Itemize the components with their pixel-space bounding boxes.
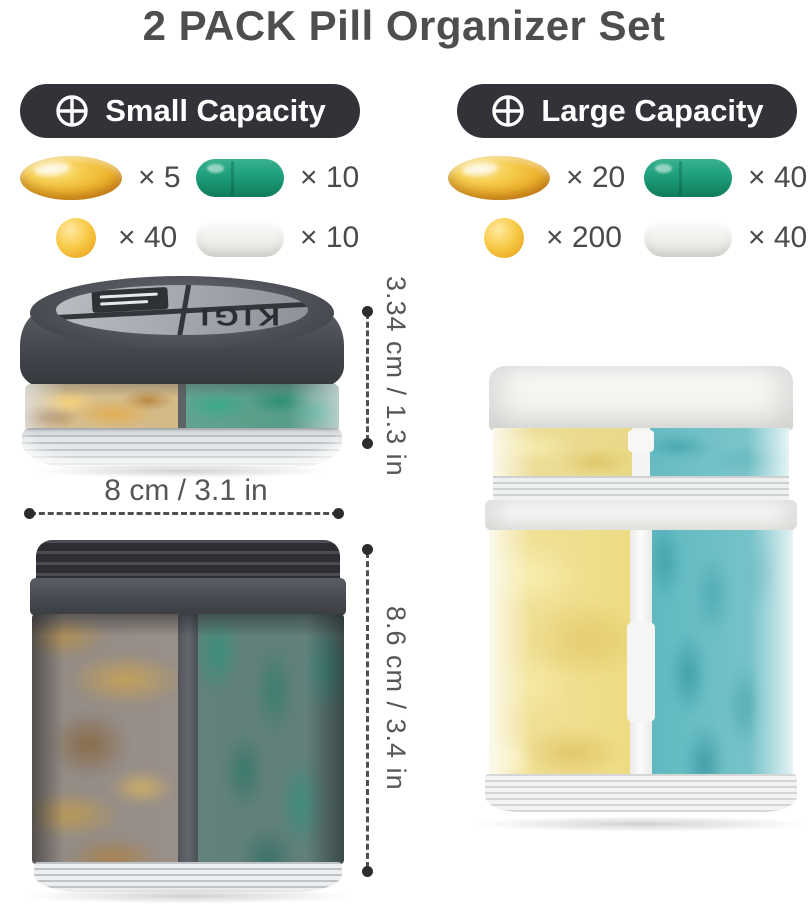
dimension-dot	[24, 508, 35, 519]
large-capacity-label: Large Capacity	[541, 93, 764, 128]
dimension-line-small-width	[30, 512, 338, 515]
small-organizer-pill-window	[25, 384, 339, 432]
small-softgel-count-row: × 5	[20, 156, 181, 200]
white-jar-ring	[485, 500, 797, 530]
large-round-pill-count-row: × 200	[484, 218, 622, 258]
drop-shadow	[22, 888, 354, 904]
small-organizer-base	[22, 428, 342, 468]
small-green-capsule-count-row: × 10	[196, 159, 359, 197]
frost-overlay	[493, 428, 789, 478]
yellow-round-pill-icon	[484, 218, 524, 258]
dark-jar-threaded-rim	[36, 540, 340, 582]
large-white-tablet-count-row: × 40	[644, 219, 807, 257]
dark-jar-base	[34, 862, 342, 892]
dimension-dot	[362, 306, 373, 317]
target-icon	[54, 93, 90, 129]
dark-jar-body	[32, 614, 344, 864]
frost-overlay	[32, 614, 344, 864]
dimension-dot	[333, 508, 344, 519]
green-capsule-pill-icon	[644, 159, 732, 197]
yellow-softgel-pill-icon	[448, 156, 550, 200]
dimension-label-small-height: 3.34 cm / 1.3 in	[381, 276, 411, 477]
white-jar-small-compartment	[493, 428, 789, 478]
dimension-line-large-height	[366, 552, 369, 868]
white-jar-main-compartment	[489, 530, 793, 776]
white-jar-threads	[493, 476, 789, 502]
white-jar-photo	[471, 366, 808, 844]
dark-jar-photo	[22, 540, 354, 906]
dimension-label-small-width: 8 cm / 3.1 in	[104, 474, 268, 507]
product-title: 2 PACK Pill Organizer Set	[142, 2, 666, 49]
small-capacity-label: Small Capacity	[105, 93, 326, 128]
count-label: × 5	[138, 161, 181, 194]
small-organizer-photo: KIGI	[20, 276, 346, 478]
dark-jar-neck-band	[30, 578, 346, 616]
drop-shadow	[32, 464, 332, 478]
count-label: × 40	[748, 221, 808, 254]
small-white-tablet-count-row: × 10	[196, 219, 359, 257]
count-label: × 40	[118, 221, 178, 254]
white-jar-base	[485, 774, 797, 812]
dimension-dot	[362, 866, 373, 877]
drop-shadow	[471, 816, 808, 832]
small-round-pill-count-row: × 40	[56, 218, 177, 258]
white-jar-lid	[489, 366, 793, 430]
green-capsule-pill-icon	[196, 159, 284, 197]
brand-text: KIGI	[195, 302, 280, 330]
frost-overlay	[489, 530, 793, 776]
dimension-label-large-height: 8.6 cm / 3.4 in	[381, 606, 411, 791]
dimension-line-small-height	[366, 313, 369, 441]
yellow-round-pill-icon	[56, 218, 96, 258]
large-capacity-badge: Large Capacity	[457, 84, 797, 138]
small-organizer-lid-top: KIGI	[30, 276, 334, 350]
count-label: × 20	[566, 161, 626, 194]
white-tablet-pill-icon	[196, 219, 284, 257]
large-green-capsule-count-row: × 40	[644, 159, 807, 197]
count-label: × 200	[546, 221, 622, 254]
dimension-dot	[362, 438, 373, 449]
lid-plate: KIGI	[56, 285, 308, 335]
count-label: × 40	[748, 161, 808, 194]
yellow-softgel-pill-icon	[20, 156, 122, 200]
large-softgel-count-row: × 20	[448, 156, 625, 200]
count-label: × 10	[300, 161, 360, 194]
count-label: × 10	[300, 221, 360, 254]
white-tablet-pill-icon	[644, 219, 732, 257]
frost-overlay	[25, 384, 339, 432]
lid-sticker	[91, 287, 169, 313]
dimension-dot	[362, 544, 373, 555]
small-capacity-badge: Small Capacity	[20, 84, 360, 138]
target-icon	[490, 93, 526, 129]
